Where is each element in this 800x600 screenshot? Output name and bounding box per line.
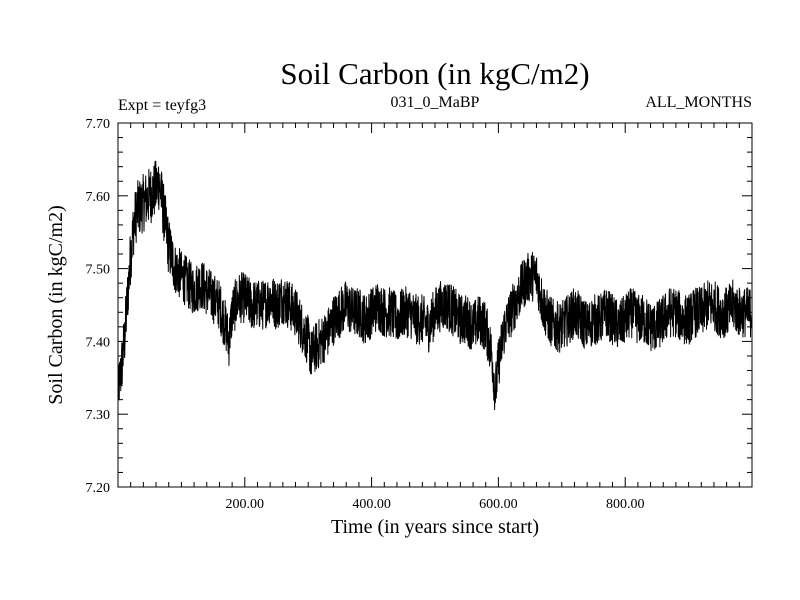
x-tick-label: 400.00 (352, 497, 391, 512)
x-axis-label: Time (in years since start) (331, 516, 539, 538)
x-tick-label: 600.00 (479, 497, 518, 512)
y-tick-label: 7.50 (86, 263, 111, 278)
y-tick-label: 7.20 (86, 481, 111, 496)
y-tick-label: 7.40 (86, 335, 111, 350)
x-tick-label: 800.00 (606, 497, 645, 512)
subtitle-months: ALL_MONTHS (645, 94, 752, 111)
y-axis: 7.20 7.30 7.40 7.50 7.60 7.70 (86, 117, 752, 496)
y-tick-label: 7.60 (86, 190, 111, 205)
y-axis-label: Soil Carbon (in kgC/m2) (45, 205, 67, 404)
subtitle-period: 031_0_MaBP (391, 94, 480, 111)
y-tick-label: 7.30 (86, 408, 111, 423)
x-tick-label: 200.00 (226, 497, 265, 512)
subtitle-experiment: Expt = teyfg3 (118, 97, 206, 114)
x-axis: 200.00 400.00 600.00 800.00 (130, 123, 740, 512)
y-tick-label: 7.70 (86, 117, 111, 132)
series-line-soil-carbon (117, 160, 753, 411)
chart-title: Soil Carbon (in kgC/m2) (280, 56, 589, 91)
